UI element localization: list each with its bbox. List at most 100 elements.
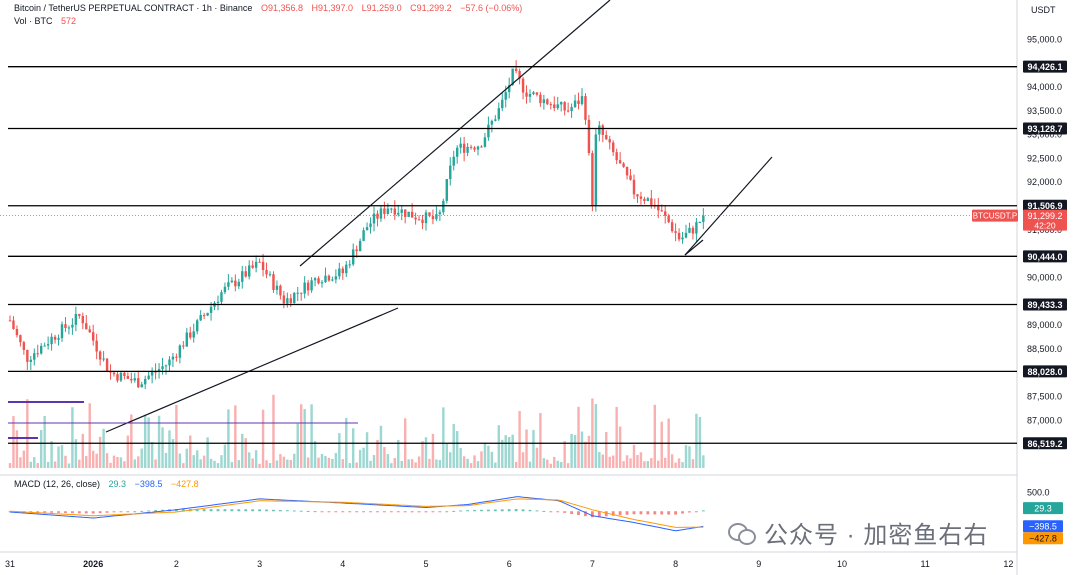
volume-bars: [8, 394, 705, 468]
volume-bar: [241, 433, 244, 468]
candle-body: [185, 332, 189, 347]
candle-body: [282, 295, 286, 304]
candle-body: [632, 179, 636, 195]
price-tick: 89,000.0: [1027, 320, 1062, 330]
volume-bar: [674, 462, 677, 468]
candle-body: [192, 331, 195, 338]
volume-bar: [639, 452, 643, 468]
volume-bar: [681, 462, 684, 468]
candle-body: [272, 274, 275, 290]
volume-bar: [46, 462, 50, 468]
price-tick: 87,500.0: [1027, 392, 1062, 402]
volume-bar: [223, 444, 227, 468]
symbol-title[interactable]: Bitcoin / TetherUS PERPETUAL CONTRACT · …: [14, 3, 253, 13]
candle-body: [452, 156, 455, 166]
price-tick: 88,500.0: [1027, 344, 1062, 354]
candle-body: [53, 336, 57, 340]
volume-bar: [611, 455, 615, 468]
macd-hist-bar: [91, 511, 95, 514]
candle-body: [372, 213, 376, 224]
macd-label[interactable]: MACD (12, 26, close): [14, 479, 101, 489]
volume-bar: [199, 459, 202, 468]
price-change: −57.6 (−0.06%): [460, 3, 523, 13]
candle-body: [376, 213, 379, 219]
volume-bar: [390, 463, 393, 468]
candle-body: [494, 119, 497, 121]
candle-body: [244, 271, 247, 277]
volume-bar: [670, 454, 674, 468]
candle-body: [618, 160, 622, 164]
macd-lines: [9, 496, 704, 532]
volume-bar: [43, 415, 46, 468]
macd-value-tag: [1023, 532, 1063, 545]
price-tick: 95,000.0: [1027, 34, 1062, 44]
candle-body: [199, 315, 202, 321]
candle-body: [331, 279, 334, 281]
volume-bar: [684, 445, 688, 468]
volume-bar: [414, 462, 417, 468]
macd-line: [9, 496, 704, 532]
volume-bar: [116, 457, 119, 468]
level-tag-label: 94,426.1: [1027, 62, 1062, 72]
macd-hist-bar: [597, 511, 601, 517]
macd-hist-bar: [445, 511, 449, 513]
volume-bar: [355, 462, 358, 468]
level-tag: [1023, 122, 1067, 135]
candle-body: [64, 324, 67, 328]
candle-body: [584, 96, 587, 120]
volume-bar: [525, 429, 528, 468]
volume-bar: [327, 457, 331, 468]
candle-body: [43, 345, 46, 347]
volume-bar: [192, 455, 195, 468]
volume-bar: [615, 406, 618, 468]
symbol-tag: [972, 209, 1018, 222]
candle-body: [275, 285, 279, 290]
volume-bar: [494, 462, 497, 468]
macd-hist-bar: [376, 511, 379, 513]
candle-body: [681, 237, 684, 240]
volume-bar: [67, 463, 71, 468]
candle-body: [383, 208, 386, 214]
macd-hist-bar: [36, 511, 40, 513]
macd-value-tag: [1023, 520, 1063, 533]
macd-hist-bar: [71, 511, 74, 514]
candle-body: [317, 278, 320, 284]
macd-hist-bar: [216, 509, 220, 512]
volume-bar: [591, 398, 594, 468]
macd-hist-bar: [681, 511, 684, 514]
volume-bar: [60, 445, 64, 468]
candle-body: [119, 372, 123, 381]
macd-hist-bar: [625, 511, 629, 515]
volume-bar: [341, 459, 345, 468]
candle-body: [442, 200, 445, 213]
volume-bar: [539, 413, 542, 468]
candle-body: [518, 71, 521, 79]
volume-bar: [265, 460, 268, 468]
volume-bar: [258, 463, 261, 468]
volume-bar: [625, 455, 629, 468]
volume-bar: [553, 456, 556, 468]
volume-bar: [435, 459, 438, 468]
volume-bar: [105, 453, 109, 468]
price-axis: USDT 95,000.0 94,000.0 93,500.0 93,000.0 92,5…: [972, 5, 1067, 545]
macd-hist-bar: [195, 509, 199, 512]
volume-bar: [286, 459, 289, 468]
macd-hist-bar: [147, 510, 151, 512]
volume-bar: [643, 461, 646, 468]
volume-bar: [36, 463, 39, 468]
macd-hist-bar: [417, 511, 421, 513]
macd-hist-bar: [230, 509, 234, 512]
candle-body: [251, 265, 254, 268]
volume-label[interactable]: Vol · BTC: [14, 16, 53, 26]
macd-hist-bar: [611, 511, 615, 516]
macd-value-tag: [1023, 502, 1063, 515]
volume-bar: [608, 456, 611, 468]
volume-bar: [410, 459, 414, 468]
macd-hist-bar: [258, 509, 261, 512]
volume-bar: [518, 410, 521, 468]
candle-body: [220, 292, 223, 302]
volume-bar: [154, 459, 157, 468]
current-price-label: 91,299.2: [1027, 211, 1062, 221]
macd-hist-bar: [674, 511, 677, 515]
